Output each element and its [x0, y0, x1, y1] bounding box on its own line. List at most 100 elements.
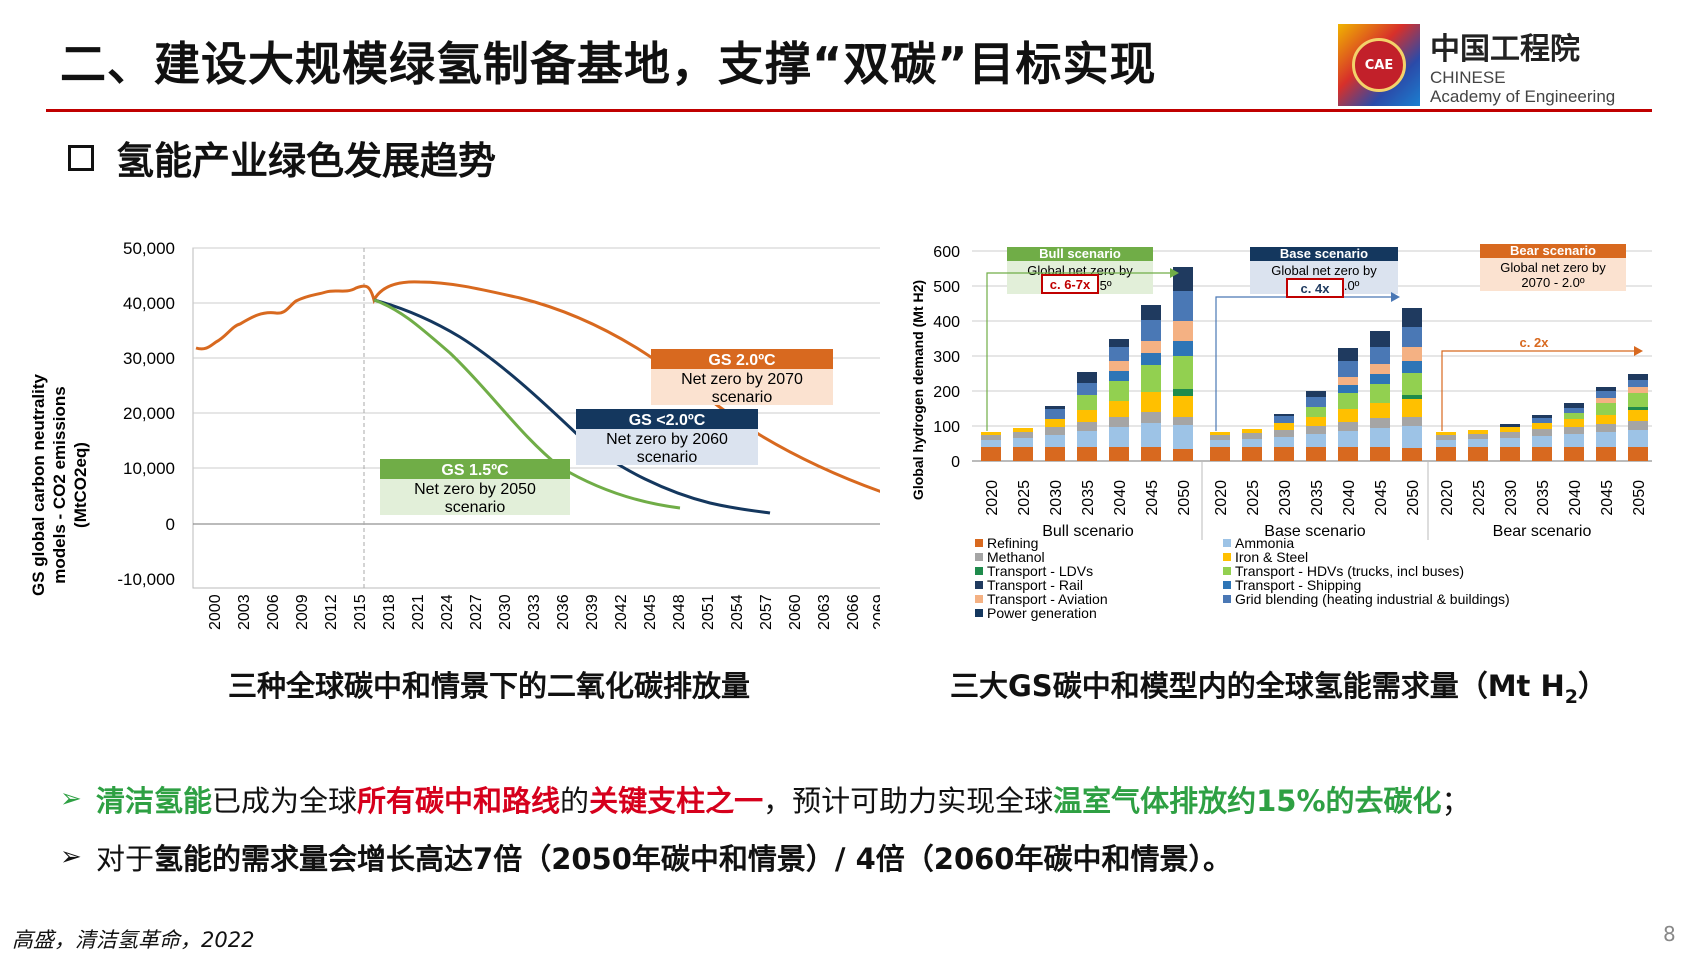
bullet1-part: 关键支柱之一: [589, 784, 764, 818]
legend-swatch: [1223, 567, 1231, 575]
gs-lt2.0-box-header: [576, 409, 758, 429]
x-tick: 2012: [323, 594, 340, 630]
bear-arrowhead: [1634, 346, 1643, 356]
bullet-point-1: ➢ 清洁氢能 已成为全球 所有碳中和路线的关键支柱之一 ，预计可助力实现全球 温室气体排…: [60, 778, 1471, 820]
gs-1.5-series-line: [373, 298, 681, 510]
bullet2-part: 对于: [96, 842, 155, 876]
x-tick: 2050: [1631, 480, 1648, 516]
legend-swatch: [1223, 553, 1231, 561]
bullet-arrow-icon: ➢: [60, 842, 82, 872]
y-tick: 100: [933, 419, 960, 436]
x-tick: 2030: [1048, 480, 1065, 516]
x-tick: 2035: [1080, 480, 1097, 516]
bar: [1338, 348, 1358, 461]
bull-box-header: [1007, 247, 1153, 261]
logo-badge: CAE: [1352, 38, 1406, 92]
x-tick: 2045: [1144, 480, 1161, 516]
bar: [1436, 432, 1456, 461]
page-number: 8: [1663, 922, 1676, 946]
x-tick: 2042: [613, 594, 630, 630]
gs-lt2.0-line2: scenario: [637, 449, 698, 466]
bullet1-part: 所有碳中和路线: [357, 784, 561, 818]
bar: [1242, 429, 1262, 461]
x-tick: 2030: [1503, 480, 1520, 516]
x-tick: 2018: [381, 594, 398, 630]
right-chart-caption-suffix: ）: [1578, 669, 1608, 703]
page-title: 二、建设大规模绿氢制备基地，支撑“双碳”目标实现: [60, 37, 1157, 91]
legend-item: Transport - LDVs: [987, 563, 1093, 579]
legend-item: Transport - Aviation: [987, 591, 1108, 607]
gs-2.0-line1: Net zero by 2070: [681, 371, 803, 388]
bar: [1141, 305, 1161, 461]
bar: [1628, 374, 1648, 461]
section-heading: 氢能产业绿色发展趋势: [68, 130, 496, 185]
bull-multiplier: c. 6-7x: [1050, 277, 1091, 292]
year-ticks: 2020 2025 2030 2035 2040 2045 2050 2020 …: [984, 480, 1648, 516]
bear-box-line2: 2070 - 2.0º: [1521, 275, 1585, 290]
bullet1-part: 的: [560, 784, 590, 818]
bullet1-part: 温室气体排放约15%的去碳化: [1053, 784, 1442, 818]
bull-bars: [981, 267, 1193, 461]
logo-english-line1: CHINESE: [1430, 68, 1506, 87]
bear-box-title: Bear scenario: [1510, 243, 1596, 258]
right-chart-caption-prefix: 三大GS碳中和模型内的全球氢能需求量（Mt H: [950, 669, 1565, 703]
gs-lt2.0-line1: Net zero by 2060: [606, 431, 728, 448]
bullet1-part: 清洁氢能: [96, 784, 213, 818]
bar: [1468, 430, 1488, 461]
x-tick: 2020: [1439, 480, 1456, 516]
x-tick: 2025: [1245, 480, 1262, 516]
x-tick: 2024: [439, 594, 456, 630]
group-label-bull: Bull scenario: [1042, 523, 1134, 540]
bar: [1596, 387, 1616, 461]
gs-2.0-title: GS 2.0ºC: [708, 352, 776, 369]
legend-item: Transport - Shipping: [1235, 577, 1361, 593]
x-tick: 2035: [1309, 480, 1326, 516]
gs-2.0-line2: scenario: [712, 389, 773, 406]
x-tick: 2000: [207, 594, 224, 630]
bar: [1045, 406, 1065, 461]
base-box-header: [1250, 247, 1398, 261]
bullet2-part: 氢能的需求量会增长高达7倍（2050年碳中和情景）/ 4倍（2060年碳中和情景…: [154, 842, 1232, 876]
y-tick: 300: [933, 349, 960, 366]
x-tick: 2027: [468, 594, 485, 630]
bar: [1274, 414, 1294, 461]
bar: [1210, 432, 1230, 461]
legend-item: Grid blending (heating industrial & buil…: [1235, 591, 1510, 607]
bullet1-part: ，预计可助力实现全球: [763, 784, 1054, 818]
base-multiplier: c. 4x: [1301, 281, 1331, 296]
legend-swatch: [975, 539, 983, 547]
legend-swatch: [975, 553, 983, 561]
x-tick: 2045: [1599, 480, 1616, 516]
base-bars: [1210, 308, 1422, 461]
gs-lt2.0-title: GS <2.0ºC: [629, 412, 706, 429]
y-axis-label: Global hydrogen demand (Mt H2): [910, 280, 926, 500]
group-label-base: Base scenario: [1264, 523, 1365, 540]
logo-chinese-name: 中国工程院: [1430, 32, 1580, 67]
x-tick: 2015: [352, 594, 369, 630]
plot-frame: [192, 247, 880, 589]
base-arrowhead: [1391, 292, 1400, 302]
gs-2.0-box-header: [651, 349, 833, 369]
x-tick: 2050: [1405, 480, 1422, 516]
x-tick: 2009: [294, 594, 311, 630]
base-multiplier-box: [1286, 278, 1344, 298]
bar: [1109, 339, 1129, 461]
bullet-arrow-icon: ➢: [60, 784, 82, 814]
x-tick: 2025: [1016, 480, 1033, 516]
cae-logo: CAE 中国工程院 CHINESE Academy of Engineering: [1338, 24, 1668, 106]
x-tick: 2036: [555, 594, 572, 630]
co2-emissions-chart: GS global carbon neutrality models - CO2…: [29, 239, 880, 630]
legend-item: Methanol: [987, 549, 1045, 565]
x-tick: 2069: [871, 594, 880, 630]
bullet1-part: ；: [1441, 784, 1471, 818]
bar: [1013, 428, 1033, 461]
gs-1.5-line1: Net zero by 2050: [414, 481, 536, 498]
bar: [1370, 331, 1390, 461]
bear-growth-arrow: [1441, 350, 1634, 431]
gs-1.5-title: GS 1.5ºC: [441, 462, 509, 479]
x-tick: 2048: [671, 594, 688, 630]
x-tick: 2006: [265, 594, 282, 630]
logo-emblem: CAE: [1338, 24, 1420, 106]
legend-item: Refining: [987, 535, 1038, 551]
y-tick: 10,000: [123, 459, 175, 478]
